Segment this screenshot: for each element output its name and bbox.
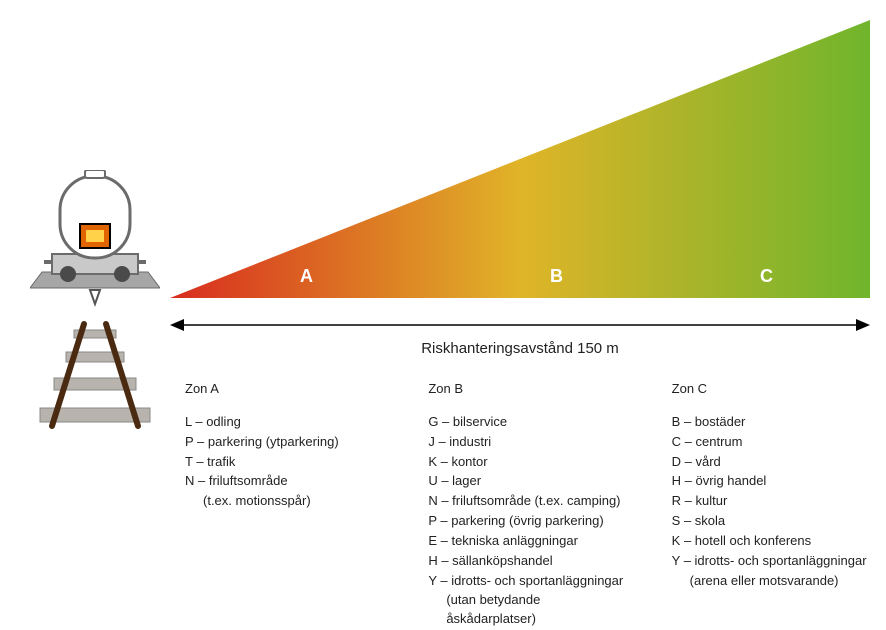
zone-column: Zon B G – bilserviceJ – industriK – konto…	[428, 380, 631, 630]
zone-item: B – bostäder	[672, 413, 875, 432]
zone-item: S – skola	[672, 512, 875, 531]
zone-item: H – övrig handel	[672, 472, 875, 491]
distance-arrow	[170, 316, 870, 334]
zone-item: E – tekniska anläggningar	[428, 532, 631, 551]
zone-item: J – industri	[428, 433, 631, 452]
zone-item: U – lager	[428, 472, 631, 491]
zone-list: L – odlingP – parkering (ytparkering)T –…	[185, 413, 388, 511]
zone-item: N – friluftsområde	[185, 472, 388, 491]
distance-arrow-svg	[170, 316, 870, 334]
zone-item: Y – idrotts- och sportanläggningar	[672, 552, 875, 571]
rail-track-icon	[30, 320, 160, 435]
tank-wagon-icon	[30, 170, 160, 315]
zone-column: Zon C B – bostäderC – centrumD – vårdH – …	[672, 380, 875, 630]
zone-item: K – hotell och konferens	[672, 532, 875, 551]
zone-heading: Zon B	[428, 380, 631, 399]
zone-item: (utan betydande åskådarplatser)	[428, 591, 631, 629]
distance-caption: Riskhanteringsavstånd 150 m	[170, 340, 870, 357]
risk-zone-diagram: ABC Riskhanteringsavstånd 150 m Zon AL –…	[20, 20, 866, 601]
zone-column: Zon A L – odlingP – parkering (ytparkerin…	[185, 380, 388, 630]
zone-letter: B	[550, 266, 563, 287]
zone-list: G – bilserviceJ – industriK – kontorU – …	[428, 413, 631, 629]
zone-item: P – parkering (övrig parkering)	[428, 512, 631, 531]
zone-item: H – sällanköpshandel	[428, 552, 631, 571]
zone-item: T – trafik	[185, 453, 388, 472]
zone-item: D – vård	[672, 453, 875, 472]
zone-item: P – parkering (ytparkering)	[185, 433, 388, 452]
zone-item: R – kultur	[672, 492, 875, 511]
zone-item: Y – idrotts- och sportanläggningar	[428, 572, 631, 591]
wedge-svg	[170, 20, 870, 300]
zone-item: G – bilservice	[428, 413, 631, 432]
zone-item: N – friluftsområde (t.ex. camping)	[428, 492, 631, 511]
zone-item: K – kontor	[428, 453, 631, 472]
zone-heading: Zon C	[672, 380, 875, 399]
zone-list: B – bostäderC – centrumD – vårdH – övrig…	[672, 413, 875, 591]
zone-letter: A	[300, 266, 313, 287]
zone-columns: Zon A L – odlingP – parkering (ytparkerin…	[185, 380, 875, 630]
zone-item: C – centrum	[672, 433, 875, 452]
rail-track-svg	[30, 320, 160, 430]
zone-item: (t.ex. motionsspår)	[185, 492, 388, 511]
zone-item: L – odling	[185, 413, 388, 432]
zone-letter: C	[760, 266, 773, 287]
zone-heading: Zon A	[185, 380, 388, 399]
zone-item: (arena eller motsvarande)	[672, 572, 875, 591]
tank-wagon-svg	[30, 170, 160, 310]
risk-gradient-wedge: A B C	[170, 20, 870, 300]
